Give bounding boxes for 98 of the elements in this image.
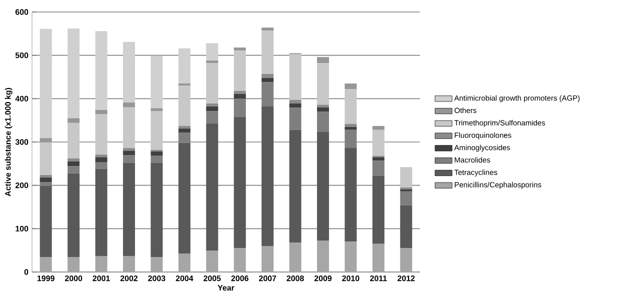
bar — [178, 126, 190, 129]
bar — [178, 254, 190, 272]
bar — [178, 48, 190, 84]
bar — [95, 154, 108, 158]
bar — [95, 168, 108, 256]
bar — [178, 128, 190, 132]
bar — [289, 100, 302, 104]
bar — [262, 74, 274, 78]
bar — [40, 138, 52, 142]
bar — [317, 63, 330, 105]
bar — [68, 173, 80, 258]
bar — [95, 256, 108, 272]
bar — [123, 155, 135, 163]
bar — [262, 246, 274, 272]
bar — [234, 248, 246, 272]
bar — [400, 167, 412, 188]
bar — [400, 248, 412, 272]
bar — [123, 150, 135, 155]
bar — [234, 116, 246, 248]
bar — [372, 244, 384, 272]
bar — [344, 84, 357, 90]
bar — [123, 162, 135, 256]
bar — [317, 240, 330, 272]
bar — [206, 43, 218, 61]
bar — [317, 104, 330, 108]
bar — [123, 102, 135, 108]
bar — [150, 108, 163, 112]
bar — [344, 148, 357, 242]
bar — [344, 126, 357, 130]
bar — [400, 205, 412, 248]
bar — [68, 122, 80, 158]
bar — [344, 89, 357, 124]
bar — [262, 106, 274, 246]
bar — [262, 30, 274, 74]
bar — [150, 156, 163, 163]
bar — [206, 250, 218, 272]
bar — [372, 157, 384, 161]
bar — [344, 242, 357, 272]
bar — [289, 54, 302, 100]
bar — [289, 130, 302, 243]
bar — [178, 142, 190, 254]
bar — [206, 60, 218, 64]
bar — [68, 162, 80, 166]
bar — [317, 107, 330, 112]
bar — [206, 111, 218, 124]
bar — [234, 98, 246, 117]
bar — [317, 112, 330, 132]
bar — [150, 257, 163, 272]
bar — [289, 103, 302, 108]
bar — [206, 106, 218, 112]
bar — [372, 126, 384, 130]
bar — [95, 31, 108, 110]
bar — [178, 132, 190, 143]
bar — [95, 157, 108, 162]
bar — [68, 257, 80, 272]
bar — [234, 48, 246, 51]
bar — [123, 107, 135, 148]
bar — [400, 191, 412, 206]
bar — [372, 130, 384, 156]
bar — [234, 90, 246, 94]
bar — [40, 186, 52, 258]
bar — [123, 42, 135, 103]
bar — [95, 114, 108, 155]
bar — [68, 118, 80, 123]
bar — [40, 178, 52, 182]
bar — [178, 86, 190, 126]
bar — [95, 162, 108, 169]
bar — [234, 94, 246, 99]
bar — [289, 242, 302, 272]
bar — [206, 123, 218, 251]
bar — [344, 124, 357, 127]
bar — [123, 148, 135, 151]
bar — [206, 103, 218, 106]
bar — [68, 166, 80, 174]
bar — [68, 28, 80, 118]
bar — [68, 158, 80, 162]
bar — [317, 132, 330, 241]
bar — [40, 142, 52, 175]
bar — [234, 50, 246, 91]
bar — [40, 174, 52, 178]
bar — [150, 152, 163, 156]
bar — [372, 176, 384, 244]
bar — [40, 257, 52, 272]
bar — [150, 111, 163, 150]
bar — [95, 110, 108, 114]
bar — [289, 108, 302, 130]
bar — [262, 78, 274, 82]
bar — [317, 57, 330, 64]
bar — [150, 56, 163, 108]
bar — [344, 130, 357, 148]
bar — [206, 63, 218, 104]
bar — [150, 162, 163, 258]
bar — [123, 256, 135, 272]
bar — [372, 160, 384, 176]
bar — [262, 82, 274, 106]
bar — [40, 28, 52, 138]
bar — [40, 182, 52, 186]
bar — [262, 28, 274, 31]
